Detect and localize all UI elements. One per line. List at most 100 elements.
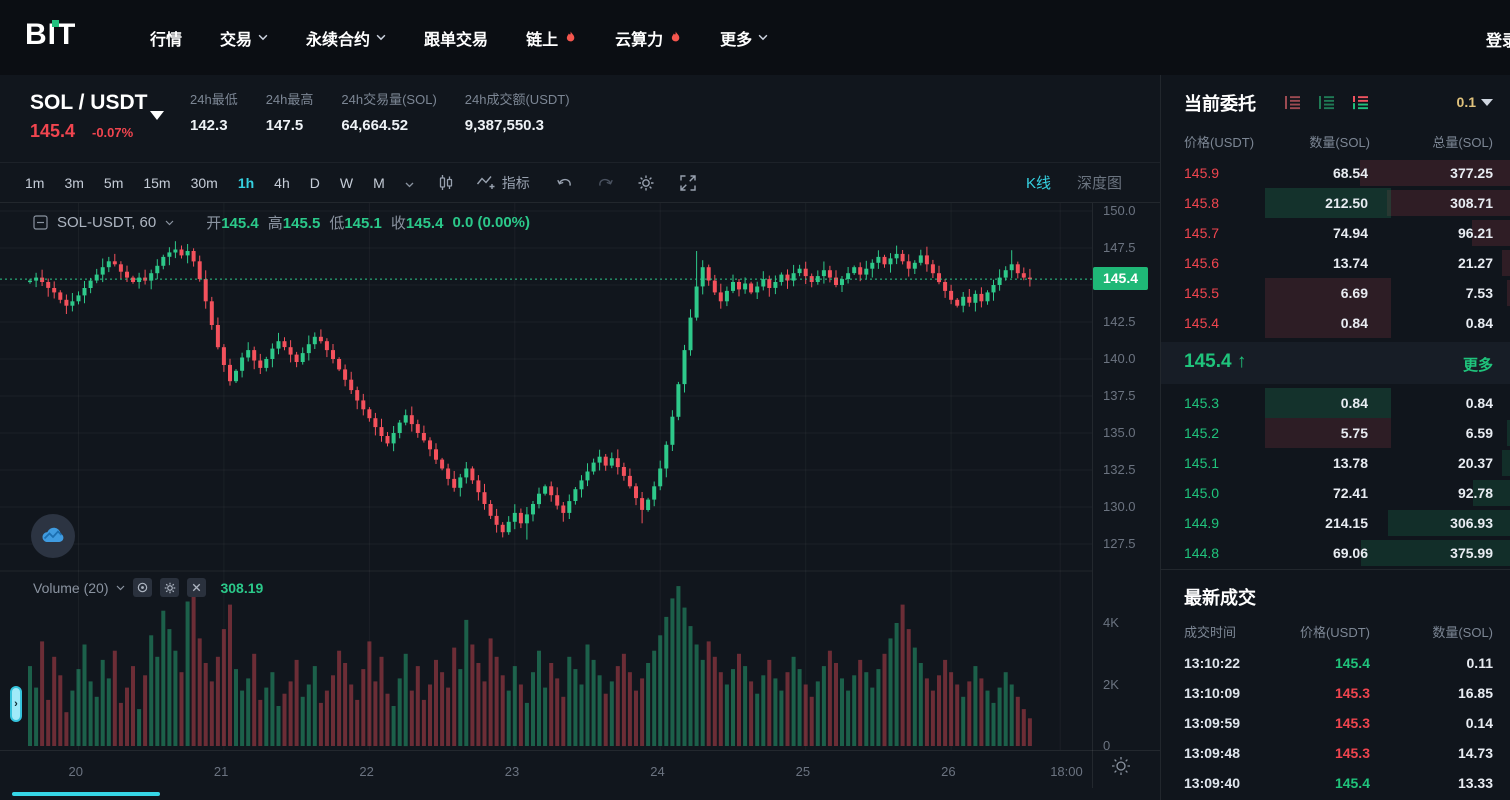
price-tick-147.5: 147.5: [1103, 240, 1136, 255]
timeframe-3m[interactable]: 3m: [64, 174, 84, 191]
volume-label[interactable]: Volume (20): [33, 579, 109, 596]
fullscreen-icon[interactable]: [678, 173, 698, 193]
timeframe-D[interactable]: D: [309, 174, 320, 191]
order-qty: 214.15: [1325, 515, 1368, 531]
timeframe-W[interactable]: W: [339, 174, 354, 191]
depth-bar: [1471, 220, 1510, 246]
nav-item-1[interactable]: 交易: [220, 26, 268, 50]
ask-row-3[interactable]: 145.6 13.74 21.27: [1161, 248, 1510, 278]
nav-item-4[interactable]: 链上: [526, 26, 577, 50]
exchange-logo[interactable]: BIT: [25, 18, 77, 51]
bid-row-4[interactable]: 144.9 214.15 306.93: [1161, 508, 1510, 538]
ask-row-0[interactable]: 145.9 68.54 377.25: [1161, 158, 1510, 188]
trade-price: 145.4: [1334, 655, 1370, 671]
trade-time: 13:09:48: [1184, 745, 1241, 761]
view-bids-only-icon[interactable]: [1318, 95, 1335, 110]
ask-row-1[interactable]: 145.8 212.50 308.71: [1161, 188, 1510, 218]
bid-row-5[interactable]: 144.8 69.06 375.99: [1161, 538, 1510, 568]
trade-qty: 0.11: [1466, 655, 1493, 671]
volume-close-icon[interactable]: [187, 578, 207, 597]
indicator-button[interactable]: 指标: [476, 173, 530, 193]
current-price-tag: 145.4: [1093, 267, 1148, 290]
timeframe-M[interactable]: M: [373, 174, 385, 191]
bid-row-1[interactable]: 145.2 5.75 6.59: [1161, 418, 1510, 448]
time-tick-26: 26: [941, 764, 956, 779]
order-price: 145.5: [1184, 285, 1220, 301]
bid-row-3[interactable]: 145.0 72.41 92.78: [1161, 478, 1510, 508]
nav-item-3[interactable]: 跟单交易: [424, 26, 488, 50]
timeframe-more-chevron-icon[interactable]: [405, 175, 414, 191]
timeframe-5m[interactable]: 5m: [103, 174, 124, 191]
bid-row-2[interactable]: 145.1 13.78 20.37: [1161, 448, 1510, 478]
nav-item-6[interactable]: 更多: [720, 26, 768, 50]
chart-settings-gear-icon[interactable]: [636, 173, 656, 193]
trade-time: 13:09:40: [1184, 775, 1241, 791]
last-price: 145.4: [30, 121, 76, 141]
view-asks-only-icon[interactable]: [1284, 95, 1301, 110]
trades-title: 最新成交: [1184, 588, 1256, 608]
login-button[interactable]: 登录: [1485, 33, 1510, 50]
top-nav: BIT 行情 交易 永续合约 跟单交易 链上 云算力 更多 登录: [0, 0, 1510, 75]
precision-dropdown[interactable]: 0.1: [1457, 94, 1493, 110]
price-tick-140: 140.0: [1103, 351, 1136, 366]
order-price: 145.1: [1184, 455, 1220, 471]
timeframe-30m[interactable]: 30m: [190, 174, 218, 191]
price-tick-137.5: 137.5: [1103, 388, 1136, 403]
timeframe-15m[interactable]: 15m: [143, 174, 171, 191]
time-axis-border: [0, 750, 1160, 751]
orderbook-column-headers: 价格(USDT) 数量(SOL) 总量(SOL): [1184, 135, 1493, 150]
logo-green-dot: [52, 20, 59, 27]
nav-item-2[interactable]: 永续合约: [306, 26, 386, 50]
order-price: 145.4: [1184, 315, 1220, 331]
redo-icon[interactable]: [596, 175, 614, 191]
legend-collapse-icon[interactable]: [33, 215, 48, 230]
chart-tab-kline[interactable]: K线: [1025, 175, 1051, 192]
trade-qty: 13.33: [1457, 775, 1493, 791]
bid-row-0[interactable]: 145.3 0.84 0.84: [1161, 388, 1510, 418]
nav-item-0[interactable]: 行情: [150, 26, 182, 50]
legend-chevron-icon[interactable]: [165, 220, 174, 226]
pair-header: SOL / USDT 145.4 -0.07% 24h最低 142.3 24h最高 1…: [0, 75, 1160, 162]
undo-icon[interactable]: [556, 175, 574, 191]
pair-dropdown-caret-icon[interactable]: [150, 111, 164, 120]
nav-item-5[interactable]: 云算力: [615, 26, 682, 50]
depth-bar: [1501, 250, 1510, 276]
pair-name[interactable]: SOL / USDT: [30, 91, 148, 114]
view-split-book-icon[interactable]: [1352, 95, 1369, 110]
timeframe-1h[interactable]: 1h: [237, 174, 255, 191]
ask-row-5[interactable]: 145.4 0.84 0.84: [1161, 308, 1510, 338]
chart-tab-depth[interactable]: 深度图: [1076, 175, 1122, 192]
nav-item-label: 行情: [150, 31, 183, 49]
pane-expand-handle[interactable]: ›: [10, 686, 22, 722]
timeframe-4h[interactable]: 4h: [274, 174, 290, 191]
volume-chevron-icon[interactable]: [116, 585, 125, 591]
more-link[interactable]: 更多: [1462, 357, 1493, 374]
volume-settings-gear-icon[interactable]: [160, 578, 180, 597]
order-price: 145.2: [1184, 425, 1220, 441]
legend-symbol[interactable]: SOL-USDT, 60: [57, 214, 157, 231]
price-tick-142.5: 142.5: [1103, 314, 1136, 329]
bids-list: 145.3 0.84 0.84 145.2 5.75 6.59 145.1 13.78 20.3…: [1161, 388, 1510, 568]
precision-value: 0.1: [1456, 94, 1476, 110]
depth-bar: [1473, 480, 1510, 506]
candle-style-icon[interactable]: [438, 174, 454, 192]
timeframe-1m[interactable]: 1m: [25, 174, 45, 191]
ask-row-4[interactable]: 145.5 6.69 7.53: [1161, 278, 1510, 308]
trade-price: 145.3: [1334, 715, 1370, 731]
chart-region[interactable]: SOL-USDT, 60 开145.4 高145.5 低145.1 收145.4…: [0, 203, 1160, 800]
ask-row-2[interactable]: 145.7 74.94 96.21: [1161, 218, 1510, 248]
candlestick-chart[interactable]: [0, 203, 1160, 750]
chart-view-tabs: K线 深度图: [1026, 172, 1122, 193]
volume-eye-icon[interactable]: [133, 578, 153, 597]
theme-sun-icon[interactable]: [1110, 755, 1132, 782]
stat-label: 24h成交额(USDT): [464, 92, 570, 107]
order-qty: 69.06: [1332, 545, 1368, 561]
chart-section: SOL / USDT 145.4 -0.07% 24h最低 142.3 24h最高 1…: [0, 75, 1160, 800]
order-total: 377.25: [1450, 165, 1493, 181]
chevron-down-icon: [258, 34, 268, 41]
fire-icon: [671, 31, 680, 42]
horizontal-scrollbar[interactable]: [12, 792, 160, 796]
order-total: 308.71: [1450, 195, 1493, 211]
nav-item-label: 云算力: [615, 31, 664, 49]
flash-highlight: [1265, 308, 1391, 338]
